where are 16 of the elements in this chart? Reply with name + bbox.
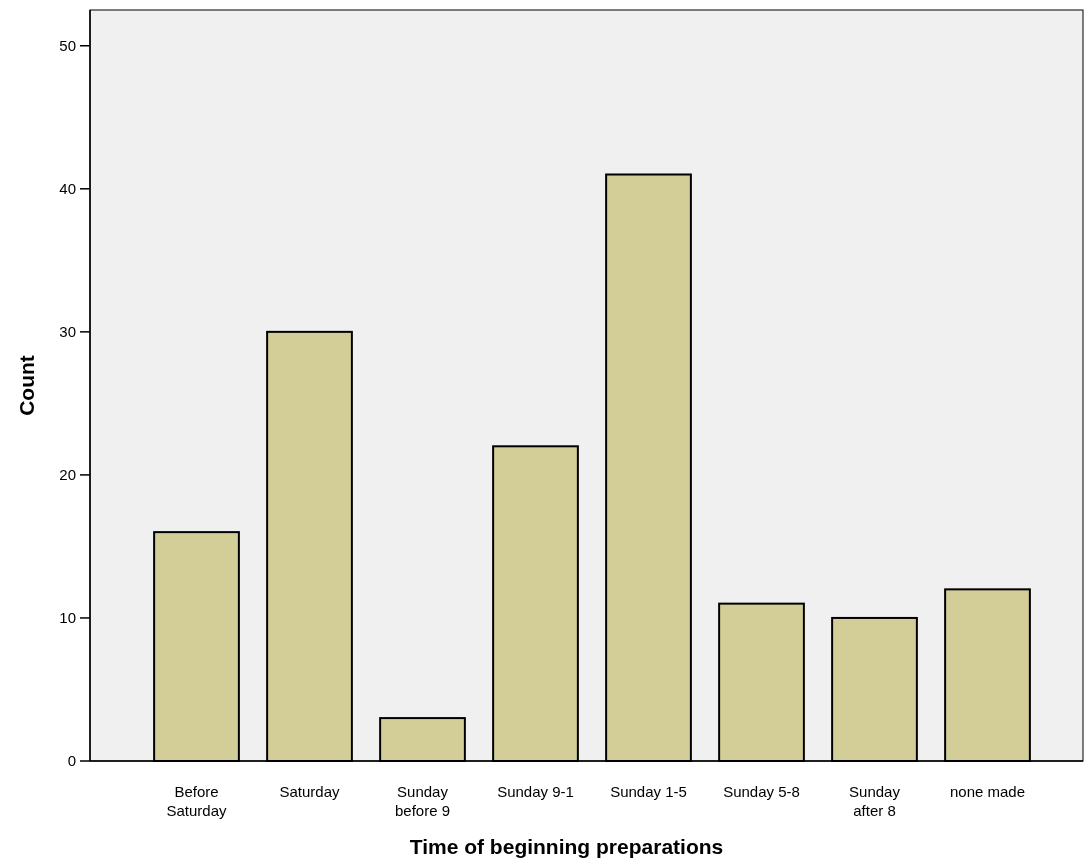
x-axis-title: Time of beginning preparations <box>409 835 724 858</box>
y-tick-label: 50 <box>59 37 76 55</box>
y-tick-label: 0 <box>67 752 76 770</box>
x-tick-label: Saturday <box>279 783 341 800</box>
x-tick-label: Sunday before 9 <box>394 783 451 819</box>
x-tick-label: Sunday 9-1 <box>497 783 574 800</box>
x-tick-label: Sunday 5-8 <box>723 783 800 800</box>
y-tick-label: 20 <box>59 466 76 484</box>
x-tick-label: Sunday after 8 <box>849 783 901 819</box>
x-tick-label: Sunday 1-5 <box>610 783 687 800</box>
y-tick-label: 40 <box>59 180 76 198</box>
x-tick-label: Before Saturday <box>166 783 228 819</box>
y-tick-label: 10 <box>59 609 76 627</box>
y-tick-label: 30 <box>59 323 76 341</box>
y-axis-title: Count <box>15 355 38 416</box>
x-tick-label: none made <box>949 783 1026 800</box>
